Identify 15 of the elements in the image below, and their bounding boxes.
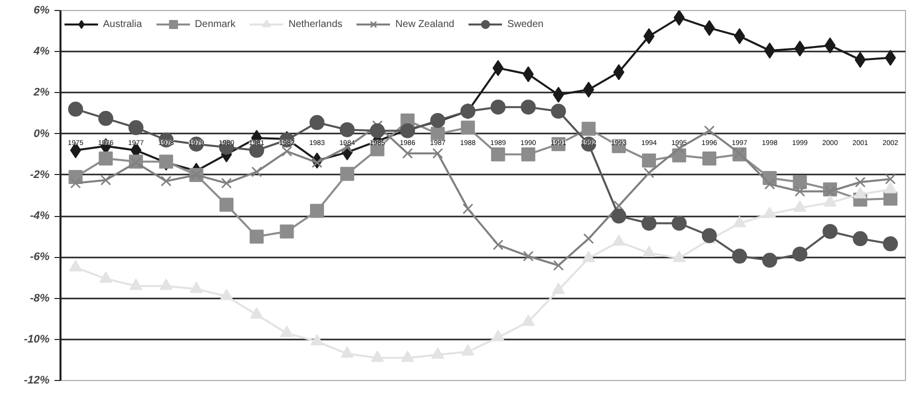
legend-label: Denmark bbox=[194, 18, 236, 30]
y-tick-label: -4% bbox=[30, 210, 50, 222]
legend-label: Sweden bbox=[507, 18, 544, 30]
y-tick-label: 6% bbox=[34, 4, 50, 16]
y-tick-label: 0% bbox=[34, 128, 50, 140]
y-tick-label: 2% bbox=[32, 86, 50, 99]
y-tick-label: -6% bbox=[30, 251, 50, 264]
legend-label: New Zealand bbox=[395, 18, 454, 30]
y-tick-label: -2% bbox=[30, 168, 50, 181]
y-tick-label: -12% bbox=[24, 374, 50, 386]
y-tick-label: -10% bbox=[24, 333, 50, 346]
y-tick-label: -8% bbox=[30, 292, 50, 304]
y-tick-label: 4% bbox=[32, 46, 50, 58]
legend-label: Netherlands bbox=[288, 18, 342, 30]
legend-label: Australia bbox=[103, 18, 142, 30]
